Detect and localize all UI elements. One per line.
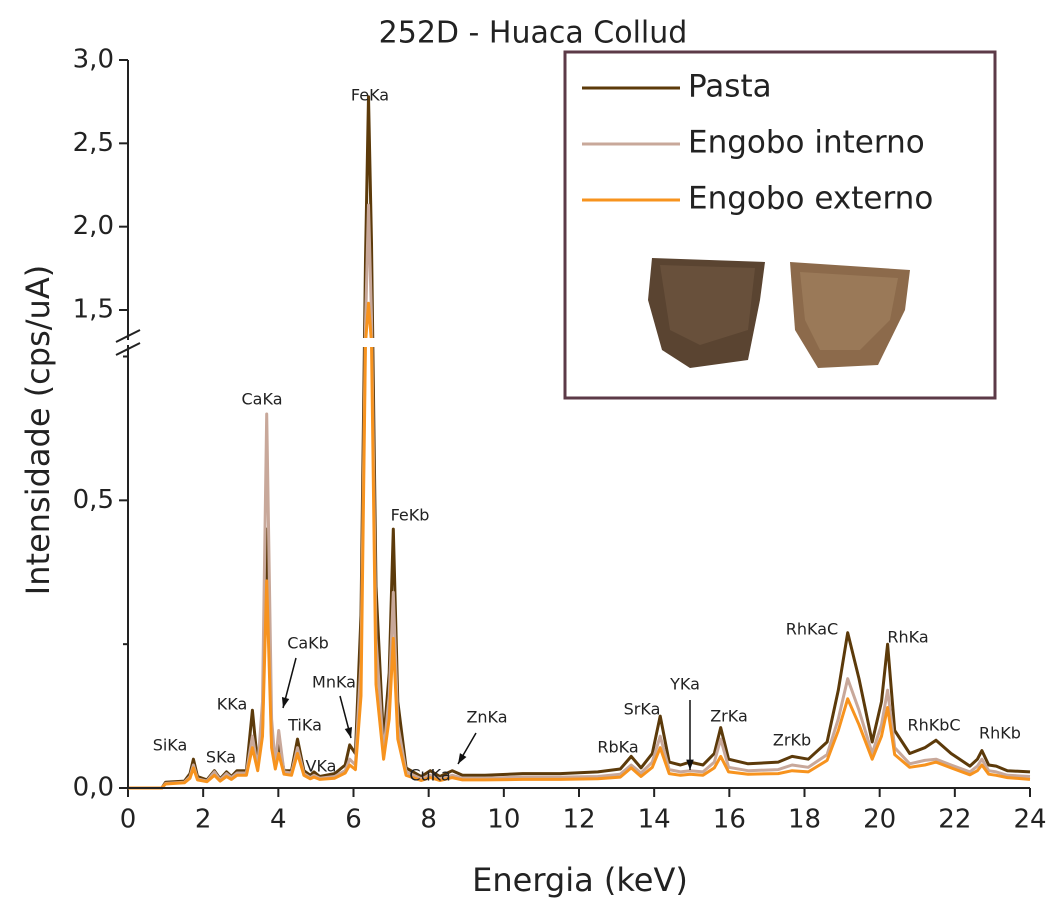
x-tick-label: 18 (788, 805, 821, 835)
y-tick-label: 3,0 (73, 45, 114, 75)
spectrum-line (128, 301, 1031, 790)
peak-label: RhKa (887, 628, 928, 647)
peak-label: MnKa (312, 673, 356, 692)
arrow-head (458, 753, 467, 764)
peak-label: SrKa (624, 700, 661, 719)
x-tick-label: 4 (270, 805, 287, 835)
peak-label: ZrKa (710, 707, 748, 726)
peak-label: FeKb (391, 506, 430, 525)
peak-label: VKa (306, 757, 337, 776)
x-axis-label: Energia (keV) (472, 861, 688, 899)
peak-label: FeKa (351, 86, 389, 105)
sherd-texture (800, 272, 898, 350)
peak-label: SKa (206, 748, 236, 767)
peak-label: CaKa (242, 390, 283, 409)
annotations: SiKa SKa KKa CaKa CaKb TiKa VKa MnKa FeKa FeKb CuK… (153, 86, 1021, 785)
peak-label: KKa (217, 695, 248, 714)
peak-label: ZrKb (773, 731, 811, 750)
break-mark (115, 342, 141, 356)
arrow-head (344, 727, 353, 738)
peak-label: CaKb (287, 634, 329, 653)
y-tick-label: 1,5 (73, 295, 114, 325)
chart-title: 252D - Huaca Collud (379, 16, 688, 51)
y-tick-label: 2,0 (73, 211, 114, 241)
peak-label: RhKb (979, 724, 1021, 743)
sherd-texture (660, 265, 755, 345)
y-tick-label: 0,0 (73, 773, 114, 803)
peak-label: TiKa (287, 716, 322, 735)
x-tick-label: 2 (195, 805, 212, 835)
y-axis-label: Intensidade (cps/uA) (19, 265, 57, 595)
legend-label: Engobo interno (688, 125, 925, 161)
sample-photo (648, 258, 910, 368)
x-tick-label: 6 (345, 805, 362, 835)
peak-label: ZnKa (466, 708, 507, 727)
x-tick-label: 8 (420, 805, 437, 835)
spectrum-line (128, 95, 1031, 790)
x-tick-label: 12 (562, 805, 595, 835)
legend-box (563, 50, 997, 400)
peak-label: RbKa (597, 738, 638, 757)
peak-label: RhKaC (786, 620, 838, 639)
x-tick-label: 0 (120, 805, 137, 835)
peak-label: CuKa (409, 766, 450, 785)
legend: Pasta Engobo interno Engobo externo (582, 69, 933, 217)
y-tick-label: 0,5 (73, 485, 114, 515)
break-mark (115, 329, 141, 343)
peak-label: RhKbC (907, 716, 960, 735)
x-tick-label: 14 (638, 805, 671, 835)
peak-label: SiKa (153, 736, 188, 755)
arrow-head (281, 697, 290, 708)
x-tick-label: 10 (487, 805, 520, 835)
legend-label: Pasta (688, 69, 772, 105)
x-tick-label: 16 (713, 805, 746, 835)
peak-label: YKa (669, 675, 700, 694)
arrow-head (686, 759, 694, 770)
x-tick-label: 24 (1013, 805, 1046, 835)
x-tick-label: 20 (863, 805, 896, 835)
x-tick-label: 22 (938, 805, 971, 835)
legend-label: Engobo externo (688, 181, 933, 217)
spectrum-line (128, 203, 1031, 790)
y-tick-label: 2,5 (73, 128, 114, 158)
